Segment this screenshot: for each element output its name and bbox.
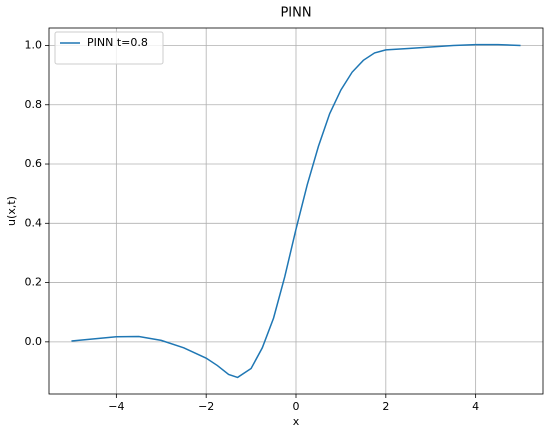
line [71, 43, 521, 379]
chart-title: PINN [280, 6, 311, 21]
y-axis-label: u(x,t) [5, 196, 18, 226]
x-tick-label: −4 [108, 400, 124, 413]
x-axis-label: x [293, 415, 300, 428]
legend-label: PINN t=0.8 [87, 36, 148, 49]
y-tick-label: 0.6 [25, 157, 43, 170]
x-tick-label: 2 [382, 400, 389, 413]
y-tick-label: 1.0 [25, 38, 43, 51]
plot-frame [48, 27, 544, 395]
y-tick-label: 0.0 [25, 335, 43, 348]
y-tick-label: 0.2 [25, 276, 43, 289]
x-tick-label: 4 [472, 400, 479, 413]
legend-box [54, 31, 164, 65]
x-tick-label: −2 [198, 400, 214, 413]
y-tick-label: 0.8 [25, 98, 43, 111]
x-tick-label: 0 [293, 400, 300, 413]
y-tick-label: 0.4 [25, 216, 43, 229]
